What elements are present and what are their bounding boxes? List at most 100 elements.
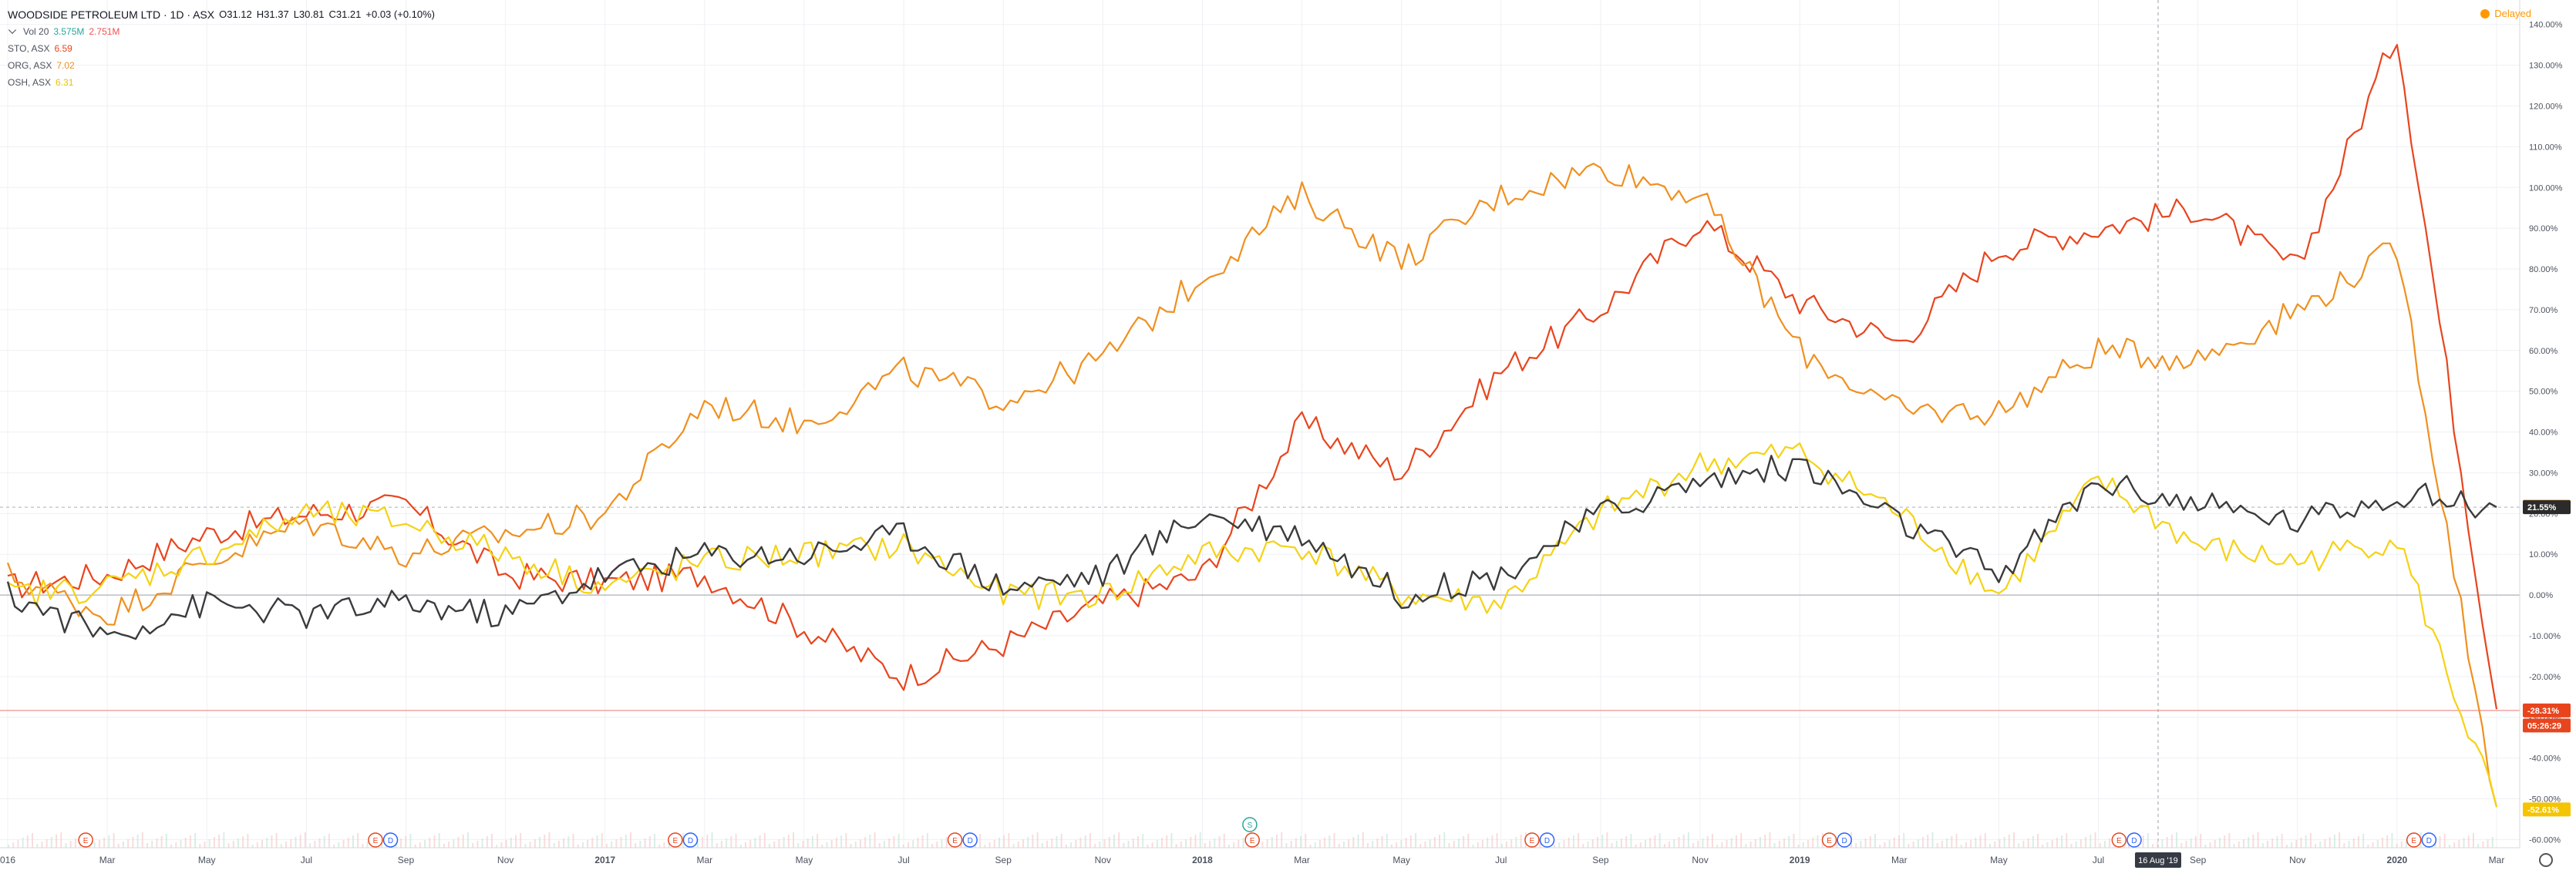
volume-bar <box>826 842 828 848</box>
x-tick-label: 016 <box>0 855 15 865</box>
volume-bar <box>1415 833 1417 848</box>
compare-org-label[interactable]: ORG, ASX <box>8 60 52 71</box>
volume-bar <box>960 843 962 848</box>
volume-bar <box>1970 840 1972 848</box>
volume-bar <box>1682 835 1685 848</box>
volume-bar <box>2406 839 2408 848</box>
volume-bar <box>1261 842 1264 848</box>
volume-bar <box>1951 836 1953 848</box>
volume-bar <box>357 833 359 848</box>
volume-bar <box>1988 844 1991 848</box>
price-scale-tag <box>2523 500 2571 515</box>
volume-bar <box>2089 835 2092 848</box>
series-line-osh <box>7 442 2498 808</box>
event-marker-e <box>78 832 93 848</box>
volume-bar <box>2152 844 2154 848</box>
volume-bar <box>490 834 493 848</box>
volume-bar <box>1879 845 1881 848</box>
event-marker-e <box>947 832 963 848</box>
volume-bar <box>1137 836 1140 848</box>
volume-bar <box>793 832 795 848</box>
volume-bar <box>1175 844 1177 848</box>
compare-org-value: 7.02 <box>56 60 75 71</box>
crosshair-date-tag <box>2134 852 2181 868</box>
compare-sto-label[interactable]: STO, ASX <box>8 43 50 54</box>
price-scale-tag-text: -28.31% <box>2527 707 2559 716</box>
volume-bar <box>2352 838 2355 848</box>
y-tick-label: 140.00% <box>2529 21 2563 30</box>
volume-bar <box>1094 844 1096 848</box>
delayed-badge[interactable]: Delayed <box>2480 8 2531 19</box>
volume-bar <box>1783 838 1786 848</box>
volume-bar <box>2123 845 2125 848</box>
volume-bar <box>1285 843 1288 848</box>
y-tick-label: -40.00% <box>2529 754 2561 764</box>
volume-bar <box>1348 839 1350 848</box>
volume-bar <box>635 843 637 848</box>
volume-bar <box>1510 839 1513 848</box>
volume-bar <box>1912 842 1914 848</box>
settings-gear-icon[interactable] <box>2539 853 2553 867</box>
volume-bar <box>773 842 776 848</box>
x-tick-label: Nov <box>497 855 514 865</box>
compare-osh-label[interactable]: OSH, ASX <box>8 77 52 88</box>
volume-bar <box>1429 839 1431 848</box>
volume-bar <box>1979 835 1982 848</box>
volume-bar <box>1396 842 1398 848</box>
volume-bar <box>1041 843 1043 848</box>
volume-bar <box>840 835 843 848</box>
volume-bar <box>902 845 904 848</box>
y-tick-label: -10.00% <box>2529 632 2561 641</box>
volume-bar <box>2022 841 2025 848</box>
x-tick-label: Sep <box>995 855 1012 865</box>
volume-bar <box>696 839 699 848</box>
volume-bar <box>1615 841 1618 848</box>
volume-bar <box>1214 838 1216 848</box>
volume-bar <box>726 838 728 848</box>
x-tick-label: Sep <box>1592 855 1609 865</box>
volume-bar <box>2252 835 2254 848</box>
volume-bar <box>2400 842 2403 848</box>
volume-bar <box>2382 838 2384 848</box>
volume-bar <box>2305 835 2307 848</box>
volume-bar <box>888 838 891 848</box>
volume-bar <box>1606 832 1608 848</box>
price-scale-tag-text: -52.61% <box>2527 805 2559 815</box>
collapse-chevron-icon[interactable] <box>8 25 17 35</box>
volume-bar <box>1309 845 1312 848</box>
price-scale-tag <box>2523 703 2571 717</box>
volume-bar <box>1400 840 1402 848</box>
volume-bar <box>1563 840 1565 848</box>
volume-bar <box>237 838 239 848</box>
volume-bar <box>744 842 746 848</box>
symbol-title[interactable]: WOODSIDE PETROLEUM LTD · 1D · ASX <box>8 8 215 21</box>
volume-bar <box>314 841 316 848</box>
volume-bar <box>113 833 115 848</box>
volume-bar <box>453 839 455 848</box>
volume-bar <box>1070 842 1072 848</box>
volume-bar <box>204 842 206 848</box>
volume-bar <box>874 832 876 848</box>
volume-bar <box>1625 836 1628 848</box>
event-marker-text: E <box>672 837 678 845</box>
volume-bar <box>74 838 76 848</box>
volume-bar <box>993 840 995 848</box>
volume-bar <box>2109 838 2111 848</box>
volume-bar <box>1869 836 1871 848</box>
volume-bar <box>2214 840 2216 848</box>
volume-bar <box>739 845 742 848</box>
volume-bar <box>1778 841 1780 848</box>
volume-bar <box>817 834 819 848</box>
volume-bar <box>1864 838 1867 848</box>
event-marker-e <box>1244 832 1260 848</box>
volume-bar <box>36 844 39 848</box>
volume-bar <box>1223 834 1225 848</box>
volume-label[interactable]: Vol 20 <box>23 26 49 37</box>
volume-bar <box>170 845 173 848</box>
volume-bar <box>605 844 608 848</box>
volume-bar <box>716 843 718 848</box>
volume-bar <box>1012 844 1015 848</box>
volume-bar <box>295 837 297 848</box>
